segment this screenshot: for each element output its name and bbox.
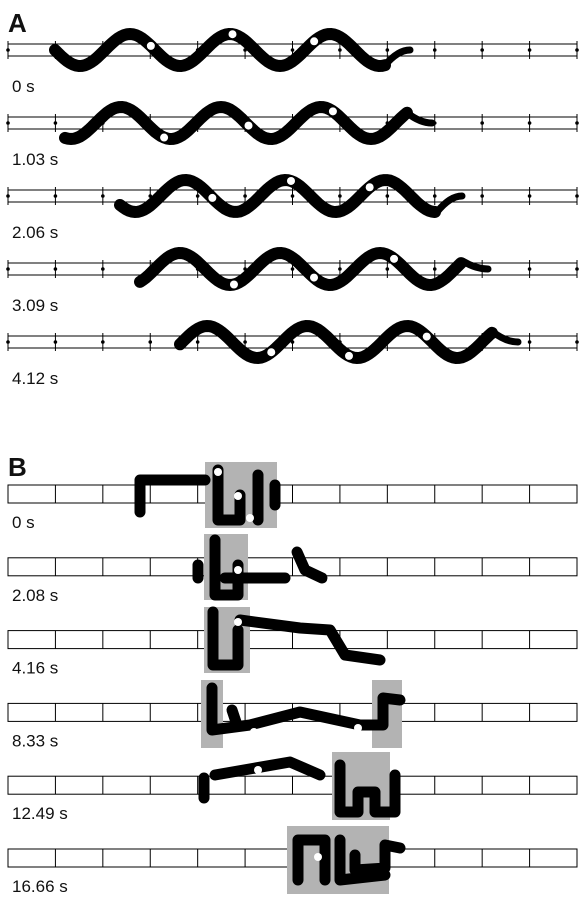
track-dot bbox=[480, 48, 484, 52]
track-dot bbox=[101, 340, 105, 344]
marker bbox=[234, 492, 242, 500]
track-dot bbox=[386, 194, 390, 198]
marker bbox=[267, 348, 275, 356]
time-label: 16.66 s bbox=[12, 877, 68, 896]
time-label: 0 s bbox=[12, 513, 35, 532]
track-dot bbox=[338, 267, 342, 271]
track-dot bbox=[6, 340, 10, 344]
marker bbox=[390, 255, 398, 263]
snake-body bbox=[232, 710, 236, 722]
marker bbox=[314, 853, 322, 861]
track-dot bbox=[243, 340, 247, 344]
track-dot bbox=[101, 267, 105, 271]
time-label: 4.16 s bbox=[12, 659, 58, 678]
track-dot bbox=[433, 48, 437, 52]
snake-head bbox=[437, 196, 462, 212]
track-dot bbox=[54, 340, 58, 344]
marker bbox=[366, 183, 374, 191]
snake-head bbox=[407, 113, 432, 123]
track-dot bbox=[196, 340, 200, 344]
figure: A B 0 s 1.03 s 2.06 s 3.09 s 4.12 s 0 s 2.08 s… bbox=[0, 0, 579, 900]
track-dot bbox=[575, 121, 579, 125]
track-dot bbox=[528, 121, 532, 125]
marker bbox=[229, 30, 237, 38]
track-dot bbox=[575, 340, 579, 344]
marker bbox=[345, 352, 353, 360]
time-label: 0 s bbox=[12, 77, 35, 96]
time-label: 8.33 s bbox=[12, 731, 58, 750]
snake-body bbox=[55, 34, 385, 66]
marker bbox=[245, 122, 253, 130]
marker bbox=[234, 618, 242, 626]
panel-label: B bbox=[8, 452, 27, 482]
snake-head bbox=[493, 332, 518, 342]
track-dot bbox=[291, 194, 295, 198]
time-label: 2.08 s bbox=[12, 586, 58, 605]
marker bbox=[246, 514, 254, 522]
track-dot bbox=[575, 194, 579, 198]
time-label: 12.49 s bbox=[12, 804, 68, 823]
track-dot bbox=[291, 267, 295, 271]
track-dot bbox=[291, 48, 295, 52]
track-dot bbox=[480, 194, 484, 198]
track-dot bbox=[575, 48, 579, 52]
marker bbox=[310, 37, 318, 45]
time-label: 2.06 s bbox=[12, 223, 58, 242]
track-dot bbox=[54, 194, 58, 198]
marker bbox=[310, 274, 318, 282]
snake-head bbox=[385, 50, 410, 65]
track-dot bbox=[338, 194, 342, 198]
panel-label: A bbox=[8, 8, 27, 38]
marker bbox=[160, 134, 168, 142]
marker bbox=[287, 177, 295, 185]
snake-body bbox=[65, 107, 407, 139]
track-dot bbox=[101, 194, 105, 198]
marker bbox=[254, 766, 262, 774]
time-label: 4.12 s bbox=[12, 369, 58, 388]
track-dot bbox=[433, 194, 437, 198]
track-dot bbox=[528, 340, 532, 344]
marker bbox=[423, 333, 431, 341]
time-label: 1.03 s bbox=[12, 150, 58, 169]
snake-body bbox=[297, 552, 322, 578]
snake-body bbox=[215, 762, 320, 775]
track-dot bbox=[54, 121, 58, 125]
track-dot bbox=[6, 121, 10, 125]
marker bbox=[329, 107, 337, 115]
track-dot bbox=[243, 194, 247, 198]
snake-body bbox=[180, 326, 492, 358]
track-dot bbox=[386, 267, 390, 271]
track-dot bbox=[196, 194, 200, 198]
snake-head bbox=[463, 261, 488, 269]
marker bbox=[230, 281, 238, 289]
marker bbox=[214, 468, 222, 476]
track-dot bbox=[575, 267, 579, 271]
marker bbox=[208, 194, 216, 202]
track-dot bbox=[528, 267, 532, 271]
time-label: 3.09 s bbox=[12, 296, 58, 315]
track-dot bbox=[528, 48, 532, 52]
track-dot bbox=[338, 48, 342, 52]
track-dot bbox=[6, 267, 10, 271]
track-dot bbox=[528, 194, 532, 198]
marker bbox=[147, 42, 155, 50]
track-dot bbox=[6, 194, 10, 198]
marker bbox=[234, 566, 242, 574]
marker bbox=[250, 728, 258, 736]
track-dot bbox=[480, 121, 484, 125]
track-dot bbox=[148, 340, 152, 344]
snake-body bbox=[140, 253, 461, 285]
snake-body bbox=[240, 620, 380, 660]
track-dot bbox=[6, 48, 10, 52]
track-dot bbox=[386, 48, 390, 52]
track-dot bbox=[433, 267, 437, 271]
marker bbox=[354, 724, 362, 732]
track-dot bbox=[54, 267, 58, 271]
